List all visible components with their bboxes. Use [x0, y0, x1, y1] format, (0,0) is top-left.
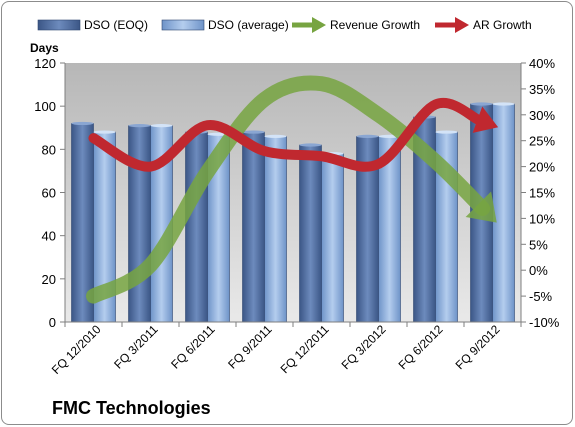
bar-top [128, 123, 151, 128]
bar-top [356, 134, 379, 138]
revenue-growth-line [86, 75, 491, 304]
legend-swatch [37, 19, 81, 31]
y2-tick-label: 15% [529, 186, 555, 201]
x-tick-label: FQ 12/2010 [49, 322, 104, 377]
y2-tick-label: -5% [529, 289, 553, 304]
y2-tick-label: 20% [529, 160, 555, 175]
chart-caption: FMC Technologies [52, 398, 211, 418]
bar-dso-eoq [128, 125, 151, 323]
bar-dso-average [492, 103, 515, 323]
y-tick-label: 40 [42, 229, 56, 244]
legend-swatch [161, 19, 205, 31]
y-tick-label: 80 [42, 142, 56, 157]
y-axis-title: Days [30, 41, 59, 55]
bar-top [492, 102, 515, 106]
x-tick-label: FQ 6/2011 [168, 322, 218, 372]
y-tick-label: 100 [34, 99, 56, 114]
bar-top [470, 102, 493, 106]
y2-tick-label: 40% [529, 56, 555, 71]
bar-dso-average [321, 153, 344, 323]
y2-tick-label: 10% [529, 211, 555, 226]
legend-label: AR Growth [473, 18, 532, 32]
y2-tick-label: 25% [529, 134, 555, 149]
bar-top [299, 143, 322, 147]
y2-tick-label: 30% [529, 108, 555, 123]
legend-swatch-arrowhead [312, 17, 326, 33]
ar-growth-arrowhead [472, 106, 499, 133]
bar-dso-eoq [185, 131, 208, 323]
x-tick-label: FQ 6/2012 [396, 322, 446, 372]
bar-top [242, 130, 265, 134]
y-tick-label: 20 [42, 272, 56, 287]
legend-label: DSO (average) [208, 18, 289, 32]
x-tick-label: FQ 9/2012 [453, 322, 503, 372]
bar-top [93, 130, 116, 134]
bar-top [435, 130, 458, 134]
bar-dso-eoq [299, 144, 322, 323]
x-tick-label: FQ 12/2011 [278, 322, 332, 376]
legend-swatch-arrowhead [455, 17, 469, 33]
x-tick-label: FQ 9/2011 [225, 322, 275, 372]
legend-label: Revenue Growth [330, 18, 420, 32]
bar-dso-eoq [242, 131, 265, 323]
x-tick-label: FQ 3/2012 [339, 322, 389, 372]
y2-tick-label: 5% [529, 237, 548, 252]
revenue-growth-arrowhead [465, 191, 497, 223]
y-tick-label: 120 [34, 56, 56, 71]
y2-tick-label: 0% [529, 263, 548, 278]
ar-growth-line [88, 97, 485, 172]
y2-tick-label: -10% [529, 315, 560, 330]
legend-label: DSO (EOQ) [84, 18, 148, 32]
legend: DSO (EOQ) DSO (average) Revenue Growth AR G… [37, 17, 532, 33]
bar-top [264, 134, 287, 138]
x-tick-label: FQ 3/2011 [111, 322, 161, 372]
y2-tick-label: 35% [529, 82, 555, 97]
y-tick-label: 60 [42, 186, 56, 201]
bar-top [150, 123, 173, 128]
bar-top [71, 121, 94, 126]
bar-dso-average [264, 136, 287, 323]
y-tick-label: 0 [49, 315, 56, 330]
